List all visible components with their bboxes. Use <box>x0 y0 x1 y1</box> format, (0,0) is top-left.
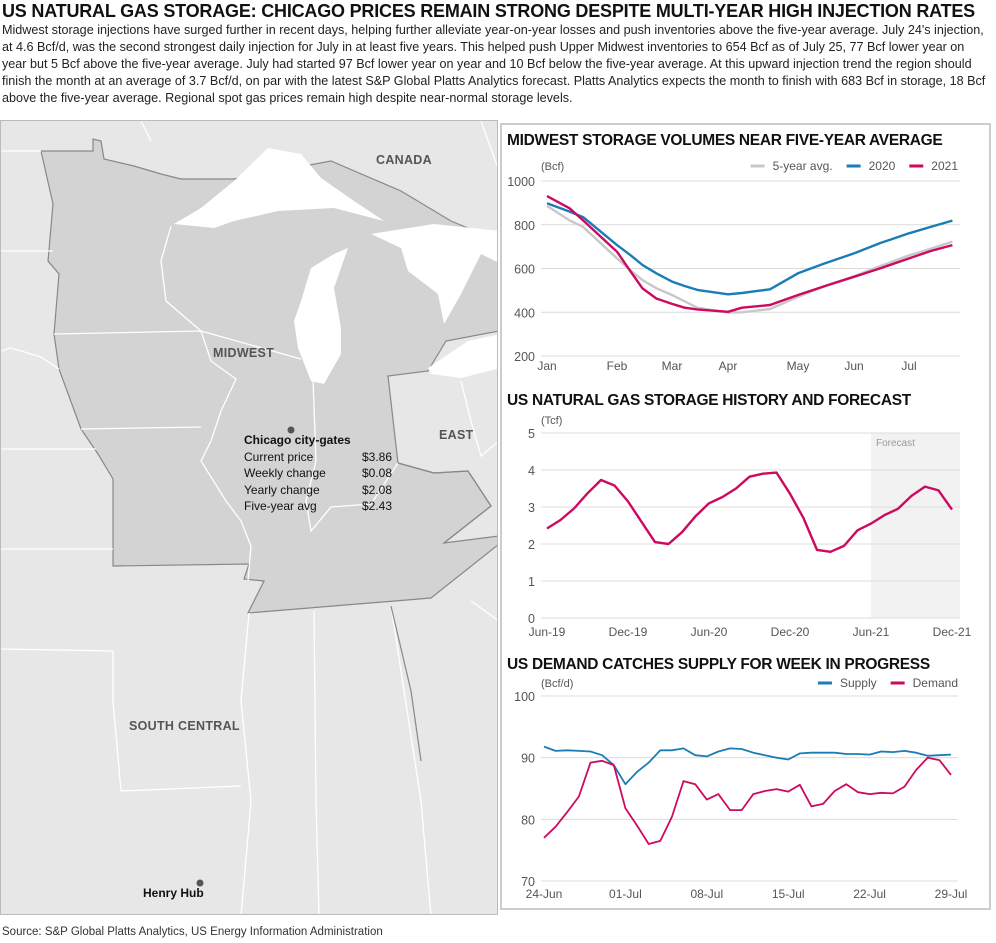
x-tick-label: 29-Jul <box>935 887 968 901</box>
series-line-2021 <box>546 195 953 313</box>
legend-label: Supply <box>840 676 877 690</box>
y-tick-label: 80 <box>521 813 535 827</box>
y-tick-label: 1 <box>528 575 535 589</box>
price-value: $2.08 <box>361 482 392 497</box>
x-tick-label: 01-Jul <box>609 887 642 901</box>
y-tick-label: 600 <box>514 263 535 277</box>
x-tick-label: Dec-19 <box>609 625 648 639</box>
chicago-marker-icon <box>287 426 295 434</box>
x-tick-label: Apr <box>719 359 738 373</box>
chart2-title: US NATURAL GAS STORAGE HISTORY AND FOREC… <box>507 392 911 409</box>
chart-3: 100 90 80 70 (Bcf/d) 24-Jun 01-Jul 08-Jul 15-Jul… <box>514 676 967 901</box>
price-row: Current price $3.86 <box>244 449 392 466</box>
x-tick-label: 22-Jul <box>853 887 886 901</box>
region-borders <box>390 462 492 762</box>
x-tick-label: Jun-21 <box>853 625 890 639</box>
forecast-region <box>871 433 960 618</box>
lake-michigan <box>294 248 348 384</box>
regional-map: CANADA MIDWEST EAST SOUTH CENTRAL <box>0 120 498 915</box>
series-line-supply <box>543 745 952 786</box>
label-midwest: MIDWEST <box>213 346 275 360</box>
lake-huron <box>371 224 497 324</box>
x-tick-label: May <box>787 359 810 373</box>
chicago-title: Chicago city-gates <box>244 433 351 447</box>
x-tick-label: 15-Jul <box>772 887 805 901</box>
y-axis-unit: (Bcf) <box>541 161 564 173</box>
x-tick-label: 24-Jun <box>526 887 563 901</box>
forecast-label: Forecast <box>876 438 915 449</box>
x-tick-label: Jun <box>844 359 863 373</box>
lake-superior <box>174 148 384 228</box>
intro-paragraph: Midwest storage injections have surged f… <box>2 23 986 105</box>
x-tick-label: Feb <box>607 359 628 373</box>
y-tick-label: 800 <box>514 219 535 233</box>
legend-label: 2020 <box>869 159 896 173</box>
page-title: US NATURAL GAS STORAGE: CHICAGO PRICES R… <box>2 1 975 21</box>
y-tick-label: 0 <box>528 612 535 626</box>
great-lakes <box>174 148 497 384</box>
x-tick-label: Jan <box>537 359 556 373</box>
lake-erie <box>428 334 497 378</box>
legend-label: 5-year avg. <box>773 159 833 173</box>
series-line-storage <box>546 471 953 553</box>
y-tick-label: 90 <box>521 752 535 766</box>
series-line-demand <box>543 756 952 845</box>
charts-panel <box>500 123 991 910</box>
y-tick-label: 70 <box>521 875 535 889</box>
state-borders <box>1 121 497 914</box>
label-south-central: SOUTH CENTRAL <box>129 719 240 733</box>
series-line-2020 <box>546 202 953 296</box>
price-label: Yearly change <box>244 482 320 497</box>
price-label: Current price <box>244 449 314 464</box>
x-tick-label: Dec-21 <box>933 625 972 639</box>
x-tick-label: Mar <box>662 359 683 373</box>
y-tick-label: 1000 <box>507 175 535 189</box>
price-value: $2.43 <box>361 499 392 513</box>
y-tick-label: 4 <box>528 464 535 478</box>
y-tick-label: 100 <box>514 690 535 704</box>
legend-label: 2021 <box>931 159 958 173</box>
legend-label: Demand <box>913 676 958 690</box>
y-axis-unit: (Tcf) <box>541 415 562 427</box>
price-value: $3.86 <box>361 449 392 464</box>
y-tick-label: 400 <box>514 306 535 320</box>
y-tick-label: 3 <box>528 501 535 515</box>
x-tick-label: Jul <box>901 359 916 373</box>
x-tick-label: Dec-20 <box>771 625 810 639</box>
y-tick-label: 200 <box>514 350 535 364</box>
chart-2: Forecast 5 4 3 2 1 0 (Tcf) Jun-19 Dec-19 Jun-20 Dec… <box>528 415 972 639</box>
henry-hub-marker-icon <box>196 879 204 887</box>
henry-hub-label: Henry Hub <box>143 886 204 900</box>
price-row: Five-year avg $2.43 <box>244 498 392 515</box>
label-east: EAST <box>439 428 474 442</box>
y-tick-label: 5 <box>528 427 535 441</box>
price-value: $0.08 <box>361 466 392 480</box>
chicago-price-box: Chicago city-gates Current price $3.86 We… <box>244 432 392 515</box>
x-tick-label: Jun-20 <box>691 625 728 639</box>
chart-1: 1000 800 600 400 200 (Bcf) Jan Feb Mar Apr May Jun J… <box>507 159 960 373</box>
chart3-title: US DEMAND CATCHES SUPPLY FOR WEEK IN PRO… <box>507 656 930 673</box>
price-label: Five-year avg <box>244 499 317 513</box>
label-canada: CANADA <box>376 153 432 167</box>
price-row: Yearly change $2.08 <box>244 482 392 499</box>
price-label: Weekly change <box>244 466 326 480</box>
chart1-title: MIDWEST STORAGE VOLUMES NEAR FIVE-YEAR A… <box>507 132 943 149</box>
map-shapes <box>1 121 497 914</box>
x-tick-label: 08-Jul <box>690 887 723 901</box>
x-tick-label: Jun-19 <box>529 625 566 639</box>
price-row: Weekly change $0.08 <box>244 465 392 482</box>
y-tick-label: 2 <box>528 538 535 552</box>
y-axis-unit: (Bcf/d) <box>541 678 573 690</box>
series-line-5-year-avg- <box>546 204 953 314</box>
source-note: Source: S&P Global Platts Analytics, US … <box>2 926 383 938</box>
